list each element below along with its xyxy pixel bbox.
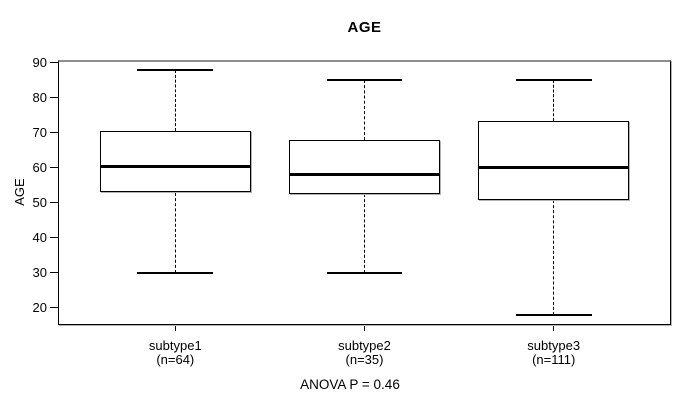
x-axis-tick [174, 325, 176, 331]
iqr-box-subtype3 [478, 120, 630, 200]
lower-whisker-cap [326, 272, 403, 275]
lower-whisker-line [553, 199, 555, 316]
y-tick-label: 70 [32, 124, 47, 140]
group-name: subtype2 [338, 338, 391, 353]
x-axis-tick [553, 325, 555, 331]
lower-whisker-cap [137, 272, 214, 275]
upper-whisker-line [364, 80, 365, 140]
upper-whisker-line [174, 69, 176, 132]
lower-whisker-cap [515, 314, 592, 317]
y-axis-tick [50, 132, 58, 133]
group-count: (n=64) [156, 352, 195, 367]
y-tick-label: 90 [32, 54, 47, 70]
group-count: (n=35) [345, 352, 384, 367]
x-group-label-subtype1: subtype1 (n=64) [95, 339, 255, 367]
iqr-box-subtype1 [99, 131, 251, 193]
chart-title: AGE [347, 19, 382, 36]
median-line [99, 164, 251, 168]
lower-whisker-line [174, 192, 176, 274]
y-axis-tick [50, 97, 58, 98]
y-axis-tick [50, 237, 58, 238]
plot-area: 20 30 40 50 60 70 80 90 subtype1 (n=64) subtype2 (n… [33, 55, 671, 367]
upper-whisker-cap [137, 68, 214, 71]
median-line [478, 166, 630, 170]
lower-whisker-line [364, 194, 365, 274]
y-tick-label: 20 [32, 300, 47, 316]
y-axis-tick [50, 167, 58, 168]
y-tick-label: 40 [32, 230, 47, 246]
y-axis-tick [50, 62, 58, 63]
group-name: subtype1 [148, 338, 202, 353]
y-tick-label: 50 [32, 195, 47, 211]
upper-whisker-cap [326, 79, 403, 82]
y-axis-tick [50, 272, 58, 273]
upper-whisker-line [553, 80, 555, 121]
y-tick-label: 60 [32, 159, 47, 175]
y-axis-tick [50, 307, 58, 308]
iqr-box-subtype2 [288, 139, 441, 195]
x-group-label-subtype2: subtype2 (n=35) [285, 339, 445, 367]
x-group-label-subtype3: subtype3 (n=111) [474, 339, 634, 367]
group-name: subtype3 [527, 338, 581, 353]
upper-whisker-cap [515, 79, 592, 82]
y-tick-label: 80 [32, 89, 47, 105]
y-axis-tick [50, 202, 58, 203]
anova-annotation: ANOVA P = 0.46 [300, 377, 400, 392]
x-axis-tick [364, 325, 365, 331]
group-count: (n=111) [532, 352, 576, 367]
median-line [288, 173, 441, 177]
y-tick-label: 30 [32, 265, 47, 281]
